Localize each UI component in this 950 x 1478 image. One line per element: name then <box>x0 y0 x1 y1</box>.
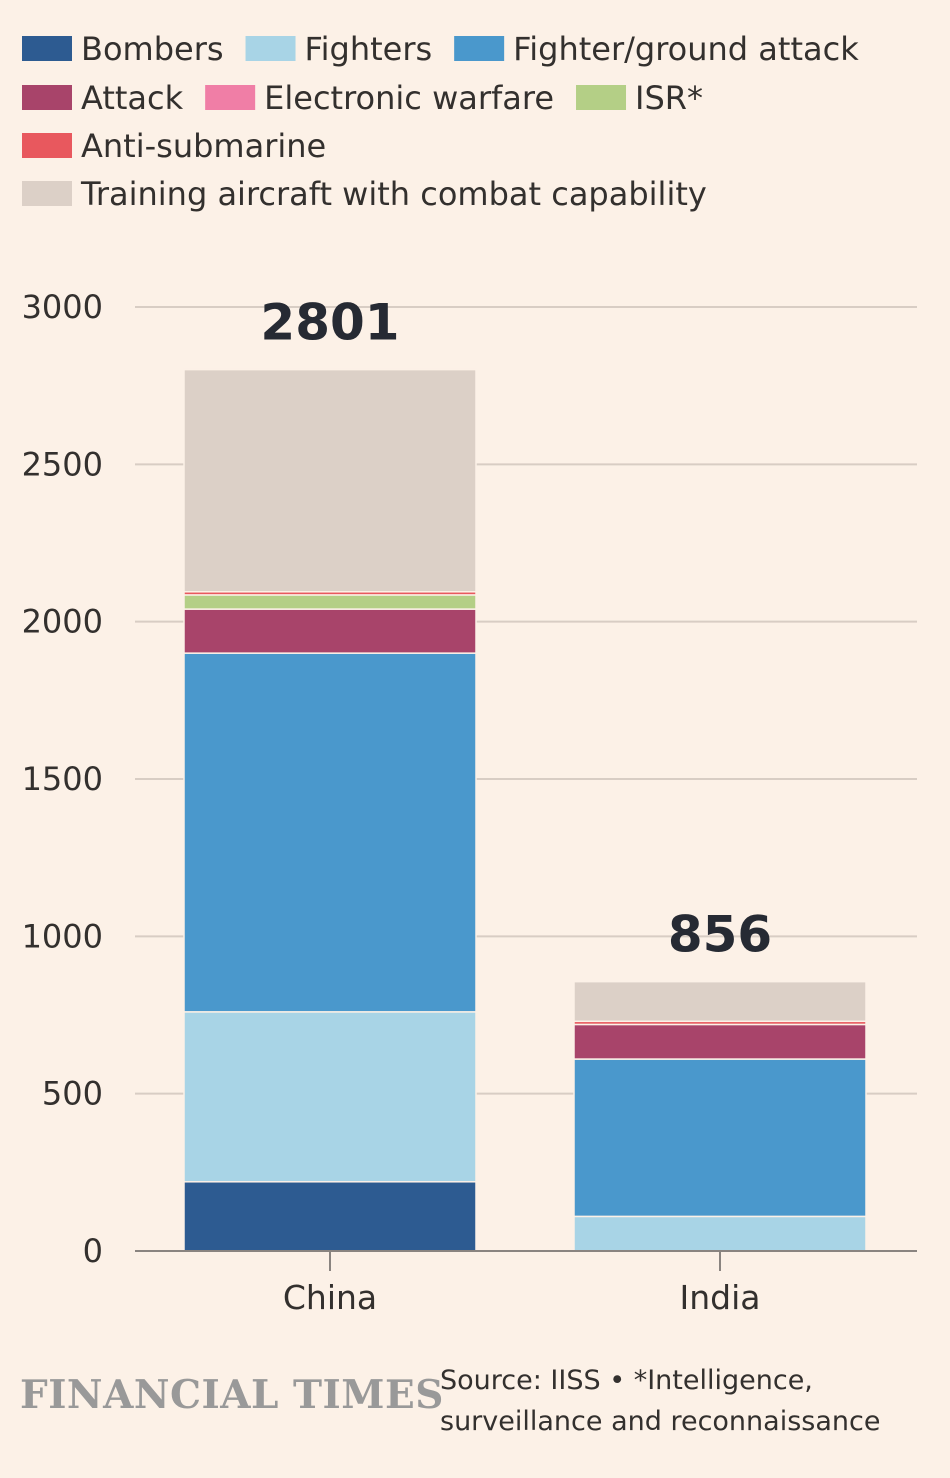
bar-segment-china-attack <box>183 608 477 654</box>
legend-swatch-electronic-warfare <box>205 85 256 110</box>
bar-segment-china-fighter-ground-attack <box>183 652 477 1013</box>
y-tick-label-1500: 1500 <box>22 760 103 798</box>
bar-segment-china-training-aircraft-with-combat-capability <box>183 368 477 593</box>
legend-swatch-isr <box>576 85 627 110</box>
legend-item-fighters: Fighters <box>245 30 433 68</box>
bar-segment-china-fighters <box>183 1011 477 1183</box>
legend-item-isr: ISR* <box>576 79 703 117</box>
legend-item-anti-submarine: Anti-submarine <box>22 127 326 165</box>
legend-item-bombers: Bombers <box>22 30 224 68</box>
legend-item-fighter-ground-attack: Fighter/ground attack <box>454 30 859 68</box>
ft-logo: FINANCIAL TIMES <box>20 1372 444 1418</box>
legend-swatch-bombers <box>22 36 72 61</box>
legend-swatch-fighters <box>245 36 296 61</box>
y-axis: 0 500 1000 1500 2000 2500 3000 <box>22 288 103 1270</box>
y-tick-label-500: 500 <box>42 1075 103 1113</box>
legend-swatch-attack <box>22 85 72 110</box>
source-line-2: surveillance and reconnaissance <box>440 1406 881 1437</box>
bar-segment-china-bombers <box>183 1181 477 1252</box>
legend-label-bombers: Bombers <box>81 30 224 68</box>
source-note: Source: IISS • *Intelligence, surveillan… <box>440 1360 930 1442</box>
legend-label-anti-submarine: Anti-submarine <box>81 127 326 165</box>
x-tick-label-china: China <box>283 1278 377 1317</box>
legend-swatch-fighter-ground-attack <box>454 36 505 61</box>
bar-segment-india-attack <box>573 1023 867 1060</box>
bar-stack-china <box>183 368 477 1252</box>
legend-label-electronic-warfare: Electronic warfare <box>264 79 554 117</box>
source-line-1: Source: IISS • *Intelligence, <box>440 1365 813 1396</box>
x-tick-label-india: India <box>680 1278 761 1317</box>
y-tick-label-0: 0 <box>83 1232 103 1270</box>
bar-segment-china-isr <box>183 594 477 610</box>
total-labels: 2801 856 <box>260 294 772 964</box>
legend: Bombers Fighters Fighter/ground attack Atta… <box>22 30 859 213</box>
bar-stack-india <box>573 980 867 1252</box>
bar-segment-india-fighters <box>573 1215 867 1252</box>
legend-label-fighters: Fighters <box>305 30 433 68</box>
legend-label-training-aircraft-with-combat-capability: Training aircraft with combat capability <box>80 175 707 213</box>
total-label-china: 2801 <box>260 294 399 352</box>
legend-item-electronic-warfare: Electronic warfare <box>205 79 554 117</box>
legend-label-attack: Attack <box>81 79 184 117</box>
x-axis: China India <box>135 1250 917 1317</box>
bars <box>183 368 867 1252</box>
legend-swatch-anti-submarine <box>22 133 72 158</box>
legend-label-fighter-ground-attack: Fighter/ground attack <box>513 30 859 68</box>
legend-label-isr: ISR* <box>635 79 703 117</box>
bar-segment-india-training-aircraft-with-combat-capability <box>573 980 867 1023</box>
y-tick-label-2500: 2500 <box>22 445 103 483</box>
legend-item-training-aircraft-with-combat-capability: Training aircraft with combat capability <box>22 175 707 213</box>
bar-segment-india-fighter-ground-attack <box>573 1058 867 1218</box>
legend-item-attack: Attack <box>22 79 184 117</box>
y-tick-label-1000: 1000 <box>22 917 103 955</box>
y-tick-label-3000: 3000 <box>22 288 103 326</box>
legend-swatch-training-aircraft-with-combat-capability <box>22 181 72 206</box>
y-tick-label-2000: 2000 <box>22 603 103 641</box>
total-label-india: 856 <box>668 906 772 964</box>
